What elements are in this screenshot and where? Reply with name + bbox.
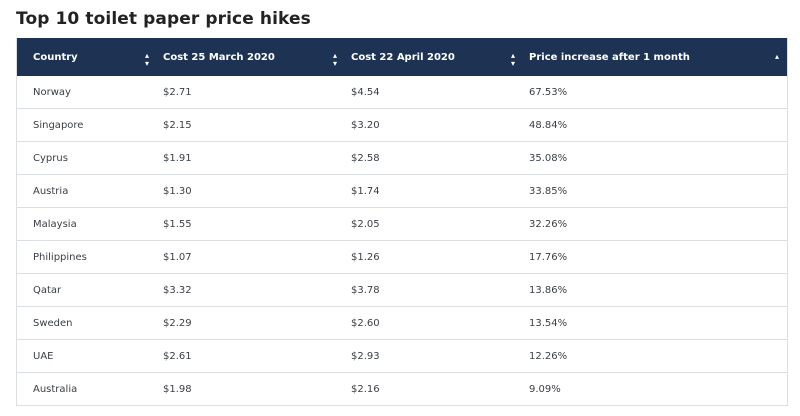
column-header-label: Cost 22 April 2020 bbox=[351, 51, 455, 63]
sort-both-icon[interactable]: ▴ ▾ bbox=[333, 51, 338, 68]
column-header-country[interactable]: Country ▴ ▾ bbox=[33, 38, 161, 76]
cell-country: Cyprus bbox=[33, 152, 68, 164]
cell-price-increase: 17.76% bbox=[529, 251, 568, 263]
column-header-cost-march[interactable]: Cost 25 March 2020 ▴ ▾ bbox=[163, 38, 349, 76]
sort-both-icon[interactable]: ▴ ▾ bbox=[511, 51, 516, 68]
cell-cost-march: $3.32 bbox=[163, 284, 192, 296]
cell-cost-march: $2.15 bbox=[163, 119, 192, 131]
table-row: Cyprus $1.91 $2.58 35.08% bbox=[17, 142, 787, 175]
cell-country: Sweden bbox=[33, 317, 73, 329]
cell-cost-march: $1.98 bbox=[163, 383, 192, 395]
cell-price-increase: 13.86% bbox=[529, 284, 568, 296]
table-header: Country ▴ ▾ Cost 25 March 2020 ▴ ▾ Cost 22… bbox=[17, 38, 787, 76]
table-row: Malaysia $1.55 $2.05 32.26% bbox=[17, 208, 787, 241]
cell-country: Qatar bbox=[33, 284, 62, 296]
sort-both-icon[interactable]: ▴ ▾ bbox=[145, 51, 150, 68]
table-row: Australia $1.98 $2.16 9.09% bbox=[17, 373, 787, 406]
cell-cost-april: $3.78 bbox=[351, 284, 380, 296]
table-row: Austria $1.30 $1.74 33.85% bbox=[17, 175, 787, 208]
cell-cost-april: $2.58 bbox=[351, 152, 380, 164]
cell-cost-march: $2.71 bbox=[163, 86, 192, 98]
column-header-label: Cost 25 March 2020 bbox=[163, 51, 275, 63]
price-hikes-table: Country ▴ ▾ Cost 25 March 2020 ▴ ▾ Cost 22… bbox=[16, 38, 788, 406]
cell-cost-april: $3.20 bbox=[351, 119, 380, 131]
cell-country: UAE bbox=[33, 350, 54, 362]
cell-country: Singapore bbox=[33, 119, 84, 131]
table-row: Norway $2.71 $4.54 67.53% bbox=[17, 76, 787, 109]
cell-price-increase: 32.26% bbox=[529, 218, 568, 230]
cell-country: Norway bbox=[33, 86, 71, 98]
column-header-cost-april[interactable]: Cost 22 April 2020 ▴ ▾ bbox=[351, 38, 527, 76]
cell-price-increase: 12.26% bbox=[529, 350, 568, 362]
cell-cost-march: $1.30 bbox=[163, 185, 192, 197]
table-row: Singapore $2.15 $3.20 48.84% bbox=[17, 109, 787, 142]
cell-price-increase: 9.09% bbox=[529, 383, 561, 395]
column-header-price-increase[interactable]: Price increase after 1 month ▴ bbox=[529, 38, 785, 76]
table-row: Qatar $3.32 $3.78 13.86% bbox=[17, 274, 787, 307]
cell-cost-april: $2.16 bbox=[351, 383, 380, 395]
table-row: Sweden $2.29 $2.60 13.54% bbox=[17, 307, 787, 340]
cell-cost-march: $1.91 bbox=[163, 152, 192, 164]
cell-cost-april: $4.54 bbox=[351, 86, 380, 98]
column-header-label: Country bbox=[33, 51, 78, 63]
cell-cost-april: $2.05 bbox=[351, 218, 380, 230]
column-header-label: Price increase after 1 month bbox=[529, 51, 690, 63]
table-row: Philippines $1.07 $1.26 17.76% bbox=[17, 241, 787, 274]
cell-cost-march: $1.55 bbox=[163, 218, 192, 230]
cell-cost-april: $2.93 bbox=[351, 350, 380, 362]
cell-country: Austria bbox=[33, 185, 69, 197]
cell-price-increase: 33.85% bbox=[529, 185, 568, 197]
cell-country: Australia bbox=[33, 383, 78, 395]
cell-country: Malaysia bbox=[33, 218, 77, 230]
cell-cost-april: $1.26 bbox=[351, 251, 380, 263]
cell-cost-march: $2.61 bbox=[163, 350, 192, 362]
cell-price-increase: 48.84% bbox=[529, 119, 568, 131]
cell-price-increase: 35.08% bbox=[529, 152, 568, 164]
cell-price-increase: 13.54% bbox=[529, 317, 568, 329]
cell-cost-april: $2.60 bbox=[351, 317, 380, 329]
cell-cost-march: $1.07 bbox=[163, 251, 192, 263]
table-body: Norway $2.71 $4.54 67.53% Singapore $2.15 $3.2… bbox=[17, 76, 787, 406]
page-title: Top 10 toilet paper price hikes bbox=[16, 9, 311, 29]
cell-country: Philippines bbox=[33, 251, 87, 263]
table-row: UAE $2.61 $2.93 12.26% bbox=[17, 340, 787, 373]
cell-cost-march: $2.29 bbox=[163, 317, 192, 329]
cell-cost-april: $1.74 bbox=[351, 185, 380, 197]
cell-price-increase: 67.53% bbox=[529, 86, 568, 98]
sort-up-icon[interactable]: ▴ bbox=[775, 52, 780, 61]
